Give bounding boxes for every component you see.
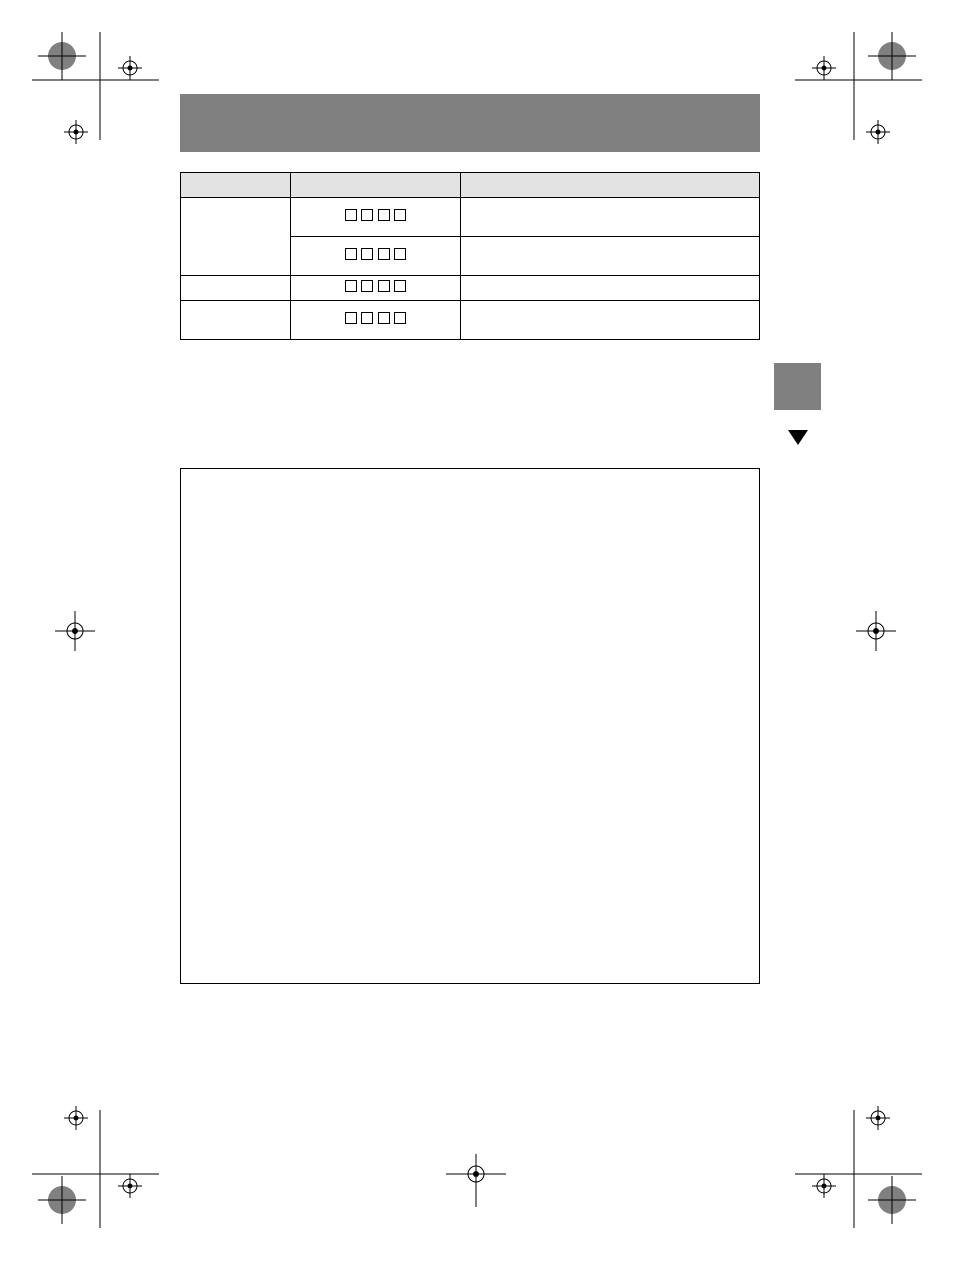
continue-triangle-icon xyxy=(788,430,808,445)
square-glyph-icon xyxy=(394,312,406,324)
square-glyph-icon xyxy=(394,209,406,221)
table-row xyxy=(181,198,760,237)
glyph-set xyxy=(345,312,407,324)
square-glyph-icon xyxy=(361,280,373,292)
square-glyph-icon xyxy=(361,248,373,260)
table-cell-c xyxy=(461,276,760,301)
reg-right-mid xyxy=(851,606,901,656)
reg-top-right xyxy=(762,32,922,182)
side-tab xyxy=(774,363,821,410)
table-cell-b xyxy=(291,301,461,340)
page xyxy=(0,0,954,1261)
reg-bottom-right xyxy=(762,1078,922,1233)
square-glyph-icon xyxy=(394,248,406,260)
table-cell-b xyxy=(291,198,461,237)
table-cell-c xyxy=(461,237,760,276)
spec-table xyxy=(180,172,760,340)
reg-bottom-left xyxy=(32,1078,192,1233)
reg-left-mid xyxy=(50,606,100,656)
table-header-row xyxy=(181,173,760,198)
content-frame xyxy=(180,468,760,984)
table-cell-a xyxy=(181,198,291,276)
table-row xyxy=(181,301,760,340)
square-glyph-icon xyxy=(345,280,357,292)
table-cell-a xyxy=(181,301,291,340)
square-glyph-icon xyxy=(345,248,357,260)
table-cell-a xyxy=(181,276,291,301)
table-row xyxy=(181,276,760,301)
square-glyph-icon xyxy=(378,209,390,221)
square-glyph-icon xyxy=(345,209,357,221)
square-glyph-icon xyxy=(378,248,390,260)
square-glyph-icon xyxy=(378,312,390,324)
glyph-set xyxy=(345,280,407,292)
square-glyph-icon xyxy=(361,209,373,221)
table-cell-c xyxy=(461,198,760,237)
square-glyph-icon xyxy=(394,280,406,292)
table-header-a xyxy=(181,173,291,198)
square-glyph-icon xyxy=(378,280,390,292)
reg-top-left xyxy=(32,32,192,182)
table-header-c xyxy=(461,173,760,198)
title-bar xyxy=(180,94,760,152)
glyph-set xyxy=(345,209,407,221)
reg-bottom-center xyxy=(436,1152,516,1212)
table-cell-c xyxy=(461,301,760,340)
square-glyph-icon xyxy=(361,312,373,324)
table-cell-b xyxy=(291,237,461,276)
square-glyph-icon xyxy=(345,312,357,324)
table-cell-b xyxy=(291,276,461,301)
table-header-b xyxy=(291,173,461,198)
glyph-set xyxy=(345,248,407,260)
